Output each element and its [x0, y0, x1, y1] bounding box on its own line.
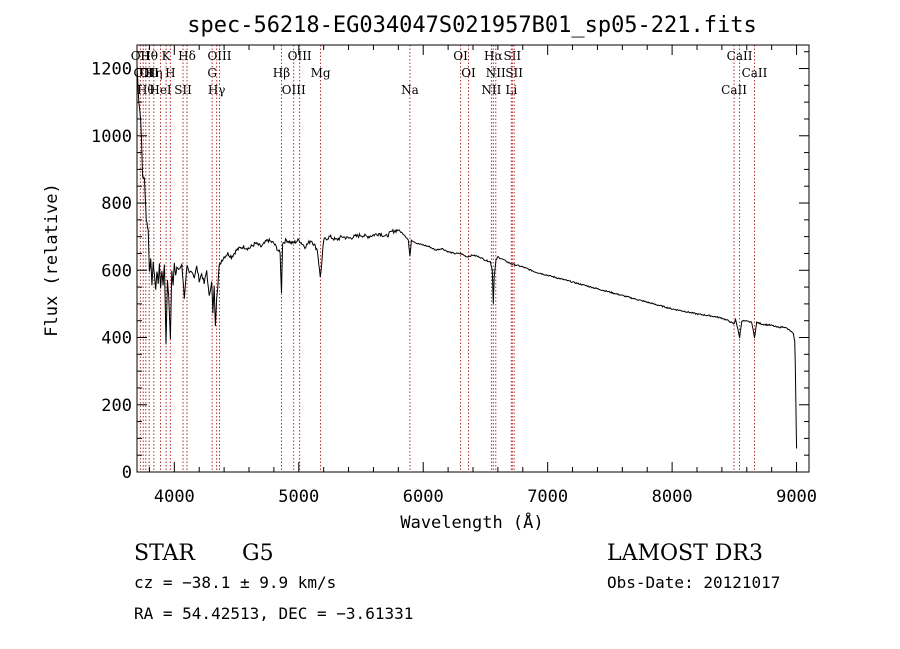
x-tick-label: 7000 [527, 487, 568, 507]
y-axis-label: Flux (relative) [42, 183, 62, 337]
line-marker-label: CaII [727, 49, 753, 63]
line-marker-label: Hη [145, 66, 163, 80]
x-tick-label: 9000 [776, 487, 817, 507]
plot-frame [136, 44, 810, 473]
x-axis-ticks: 4000 5000 6000 7000 8000 9000 [148, 45, 817, 507]
y-tick-label: 800 [101, 194, 132, 214]
y-tick-label: 200 [101, 396, 132, 416]
line-markers: OIIOIIHθHθOIIHηHeIKHSIIHδGHγOIIIHβOIIIOI… [131, 45, 768, 472]
line-marker-label: OI [453, 49, 468, 63]
survey-name: LAMOST DR3 [607, 541, 763, 566]
line-marker-label: OI [461, 66, 476, 80]
y-tick-label: 600 [101, 261, 132, 281]
line-marker-label: NII [486, 66, 506, 80]
line-marker-label: NII [481, 83, 501, 97]
line-marker-label: Mg [311, 66, 331, 80]
line-marker-label: CaII [742, 66, 768, 80]
line-marker-label: Li [505, 83, 517, 97]
line-marker-label: SII [174, 83, 192, 97]
x-tick-label: 6000 [403, 487, 444, 507]
spectrum-series [136, 65, 798, 449]
line-marker-label: Hθ [140, 49, 158, 63]
y-axis-ticks: 0 200 400 600 800 1000 1200 [91, 51, 809, 483]
line-marker-label: OII [134, 66, 154, 80]
spectrum-line [136, 65, 798, 449]
redshift-info: cz = −38.1 ± 9.9 km/s [134, 573, 336, 592]
x-tick-label: 8000 [652, 487, 693, 507]
x-tick-label: 5000 [278, 487, 319, 507]
line-marker-label: Hθ [137, 83, 155, 97]
line-marker-label: SII [505, 66, 523, 80]
observation-date: Obs-Date: 20121017 [607, 573, 780, 592]
line-marker-label: H [165, 66, 175, 80]
line-marker-label: HeI [149, 83, 172, 97]
coordinates-info: RA = 54.42513, DEC = −3.61331 [134, 604, 413, 623]
line-marker-label: OIII [207, 49, 231, 63]
y-tick-label: 400 [101, 329, 132, 349]
line-marker-label: Hβ [273, 66, 290, 80]
line-marker-label: OIII [282, 83, 306, 97]
line-marker-label: Na [401, 83, 419, 97]
line-marker-label: Hα [484, 49, 503, 63]
line-marker-label: SII [503, 49, 521, 63]
object-class: STAR [134, 541, 196, 566]
y-tick-label: 0 [122, 463, 132, 483]
line-marker-label: Hγ [208, 83, 226, 97]
object-subclass: G5 [242, 541, 274, 566]
line-marker-label: Hδ [178, 49, 196, 63]
line-marker-label: OIII [288, 49, 312, 63]
line-marker-label: K [162, 49, 172, 63]
line-marker-label: G [207, 66, 217, 80]
x-tick-label: 4000 [154, 487, 195, 507]
y-tick-label: 1200 [91, 60, 132, 80]
chart-title: spec-56218-EG034047S021957B01_sp05-221.f… [187, 13, 757, 38]
line-marker-label: CaII [721, 83, 747, 97]
x-axis-label: Wavelength (Å) [400, 511, 543, 533]
y-tick-label: 1000 [91, 127, 132, 147]
